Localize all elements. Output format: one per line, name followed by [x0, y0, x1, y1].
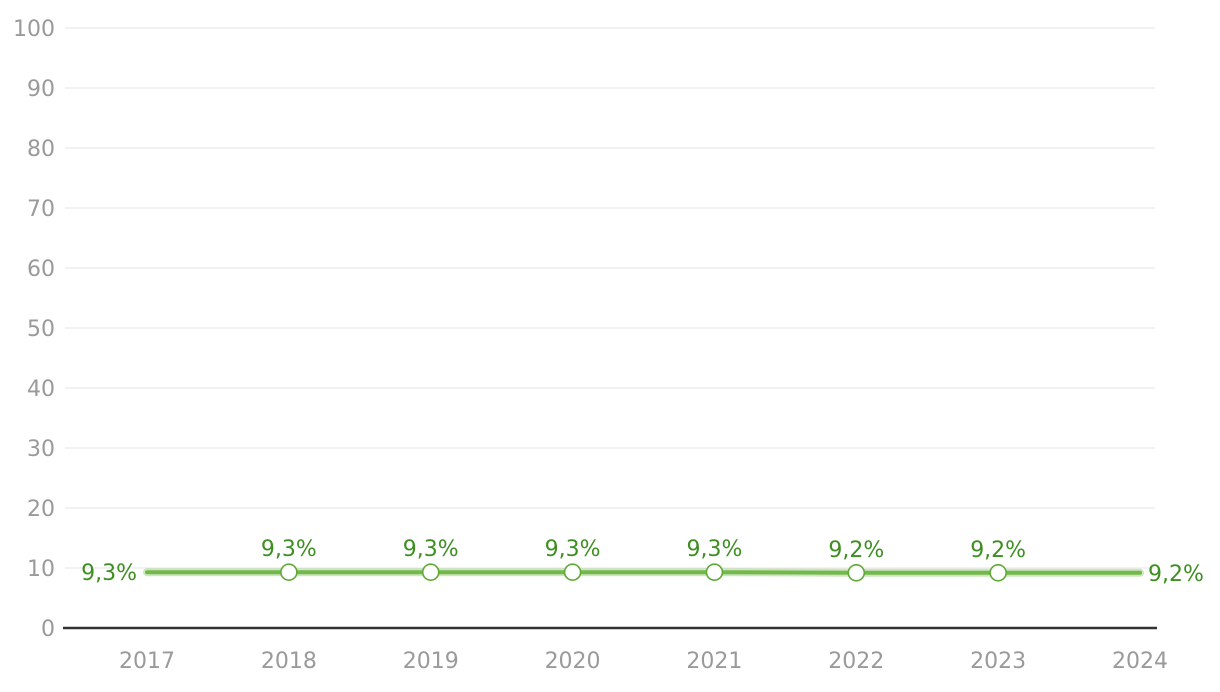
- y-axis-tick-label: 90: [27, 77, 55, 102]
- x-axis-tick-label: 2024: [1112, 649, 1168, 674]
- data-point-marker[interactable]: [847, 563, 866, 582]
- x-axis-tick-label: 2018: [261, 649, 317, 674]
- y-axis-tick-label: 100: [13, 17, 55, 42]
- data-point-marker[interactable]: [563, 563, 582, 582]
- data-point-label: 9,3%: [545, 537, 601, 562]
- y-axis-tick-label: 40: [27, 377, 55, 402]
- data-point-label: 9,3%: [261, 537, 317, 562]
- x-axis-tick-label: 2019: [403, 649, 459, 674]
- data-point-label: 9,2%: [1148, 562, 1204, 587]
- x-axis-tick-label: 2021: [686, 649, 742, 674]
- data-point-label: 9,2%: [828, 538, 884, 563]
- x-axis-tick-label: 2023: [970, 649, 1026, 674]
- y-axis-tick-label: 70: [27, 197, 55, 222]
- x-axis-tick-label: 2020: [545, 649, 601, 674]
- x-axis-tick-label: 2022: [828, 649, 884, 674]
- y-axis-tick-label: 20: [27, 497, 55, 522]
- data-point-marker[interactable]: [421, 563, 440, 582]
- y-axis-tick-label: 30: [27, 437, 55, 462]
- data-point-label: 9,3%: [81, 561, 137, 586]
- data-point-marker[interactable]: [705, 563, 724, 582]
- y-axis-tick-label: 80: [27, 137, 55, 162]
- x-axis-tick-label: 2017: [119, 649, 175, 674]
- data-point-marker[interactable]: [280, 563, 298, 582]
- data-point-label: 9,3%: [686, 537, 742, 562]
- y-axis-tick-label: 0: [41, 617, 55, 642]
- data-point-marker[interactable]: [989, 563, 1007, 582]
- y-axis-tick-label: 10: [27, 557, 55, 582]
- data-point-label: 9,2%: [970, 538, 1026, 563]
- y-axis-tick-label: 60: [27, 257, 55, 282]
- data-point-label: 9,3%: [403, 537, 459, 562]
- y-axis-tick-label: 50: [27, 317, 55, 342]
- series-line: [145, 570, 1142, 575]
